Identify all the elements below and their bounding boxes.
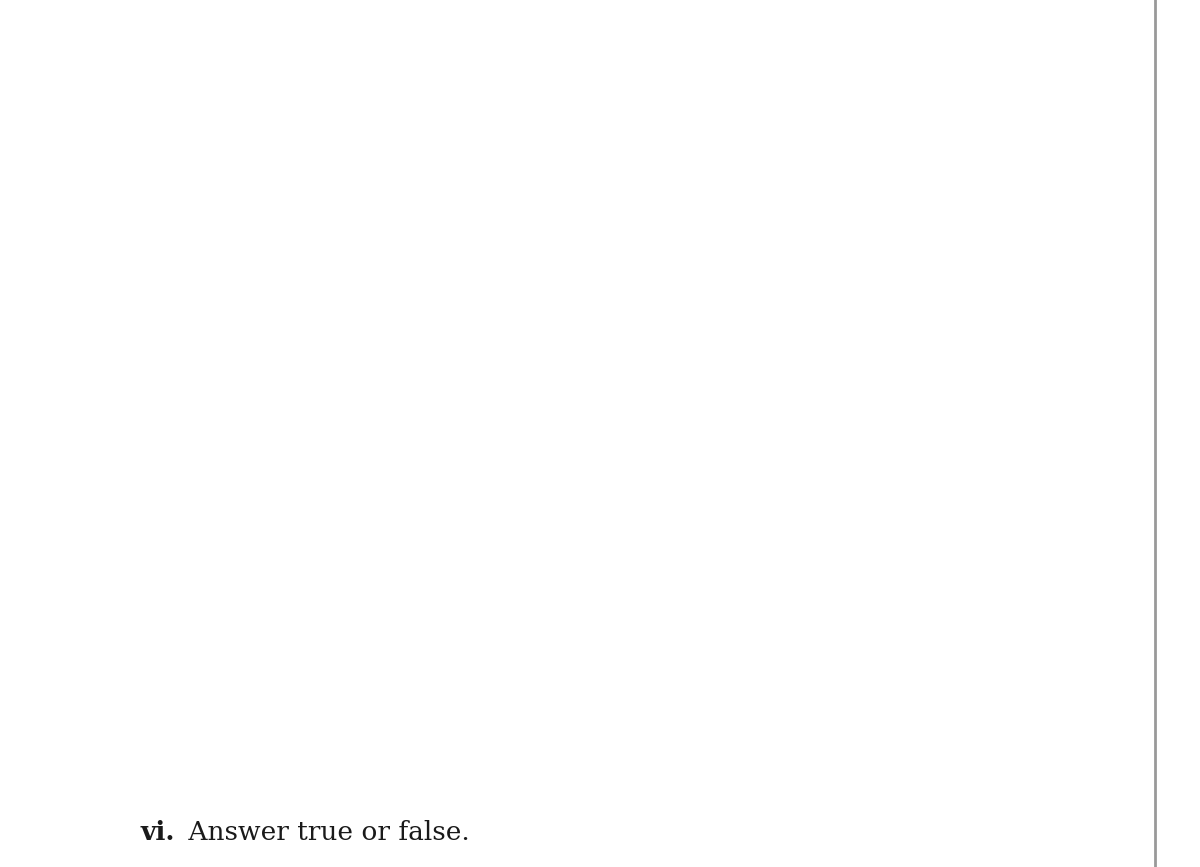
Text: Answer true or false.: Answer true or false. [180,820,469,845]
Text: vi.: vi. [140,820,174,845]
